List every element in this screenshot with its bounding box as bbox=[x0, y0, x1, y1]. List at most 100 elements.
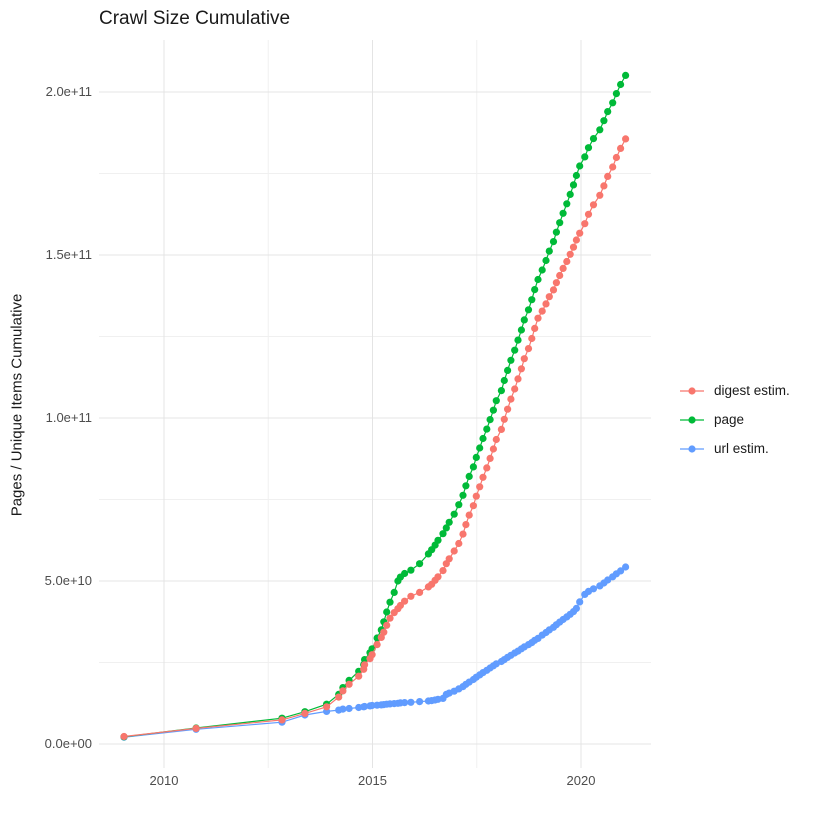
data-point bbox=[416, 560, 424, 568]
data-point bbox=[445, 518, 453, 526]
data-point bbox=[401, 699, 409, 707]
data-point bbox=[439, 530, 447, 538]
data-point bbox=[552, 228, 561, 236]
data-point bbox=[345, 680, 353, 688]
data-point bbox=[622, 563, 630, 571]
data-point bbox=[566, 190, 574, 198]
data-point bbox=[361, 661, 369, 669]
data-point bbox=[514, 336, 522, 344]
x-tick-label: 2010 bbox=[149, 773, 179, 788]
y-tick-label: 1.5e+11 bbox=[45, 247, 92, 262]
data-point bbox=[538, 266, 546, 274]
data-point bbox=[549, 238, 558, 246]
legend-key-icon bbox=[680, 386, 704, 395]
data-point bbox=[622, 135, 630, 143]
data-point bbox=[434, 536, 442, 544]
legend-key-icon bbox=[680, 444, 704, 453]
data-point bbox=[514, 375, 522, 383]
data-point bbox=[504, 405, 512, 413]
data-point bbox=[492, 397, 500, 405]
data-point bbox=[407, 592, 415, 600]
data-point bbox=[622, 71, 630, 79]
legend-item: digest estim. bbox=[679, 380, 790, 401]
data-point bbox=[416, 698, 424, 706]
data-point bbox=[386, 598, 394, 606]
data-point bbox=[368, 651, 376, 659]
y-tick-label: 2.0e+11 bbox=[45, 84, 92, 99]
data-point bbox=[345, 704, 353, 713]
data-point bbox=[390, 588, 398, 597]
data-point bbox=[401, 569, 409, 578]
data-point bbox=[569, 243, 578, 251]
data-point bbox=[556, 271, 564, 280]
data-point bbox=[576, 162, 584, 170]
data-point bbox=[520, 316, 528, 324]
x-tick-label: 2020 bbox=[566, 773, 596, 788]
data-point bbox=[517, 326, 526, 334]
data-point bbox=[479, 473, 487, 481]
data-point bbox=[301, 709, 309, 718]
x-tick-label: 2015 bbox=[358, 773, 387, 788]
data-point bbox=[617, 144, 625, 152]
data-point bbox=[617, 567, 625, 575]
data-point bbox=[335, 693, 343, 701]
data-point bbox=[549, 286, 558, 294]
data-point bbox=[380, 628, 388, 636]
data-point bbox=[469, 502, 477, 510]
data-point bbox=[442, 524, 450, 532]
data-point bbox=[386, 614, 394, 622]
data-point bbox=[589, 201, 598, 209]
data-point bbox=[617, 80, 625, 89]
data-point bbox=[504, 366, 512, 374]
data-point bbox=[416, 588, 424, 597]
data-point bbox=[455, 539, 463, 548]
data-point bbox=[542, 256, 550, 265]
data-point bbox=[600, 182, 608, 190]
data-point bbox=[572, 171, 581, 180]
data-point bbox=[492, 435, 500, 444]
data-point bbox=[552, 279, 561, 287]
legend-item: url estim. bbox=[679, 438, 790, 459]
data-point bbox=[589, 585, 598, 593]
data-point bbox=[407, 566, 415, 574]
data-point bbox=[462, 521, 470, 529]
data-point bbox=[450, 547, 458, 555]
data-point bbox=[462, 482, 470, 490]
data-point bbox=[472, 453, 480, 461]
data-point bbox=[339, 705, 347, 713]
data-point bbox=[489, 406, 497, 414]
data-point bbox=[486, 454, 494, 462]
data-point bbox=[497, 425, 505, 433]
data-point bbox=[520, 355, 528, 363]
legend: digest estim. page url estim. bbox=[679, 380, 790, 467]
data-point bbox=[500, 415, 508, 423]
data-point bbox=[604, 172, 612, 180]
data-point bbox=[572, 236, 581, 244]
data-point bbox=[476, 483, 484, 491]
data-point bbox=[556, 219, 564, 227]
data-point bbox=[609, 163, 617, 171]
data-point bbox=[524, 306, 533, 314]
data-point bbox=[559, 209, 567, 217]
data-point bbox=[528, 334, 536, 343]
data-point bbox=[472, 492, 480, 500]
legend-key-icon bbox=[680, 415, 704, 424]
data-point bbox=[383, 608, 391, 616]
data-point bbox=[600, 117, 608, 125]
legend-item-label: page bbox=[714, 412, 745, 427]
legend-item: page bbox=[679, 409, 790, 430]
data-point bbox=[500, 376, 508, 385]
data-point bbox=[566, 250, 574, 258]
data-point bbox=[612, 153, 621, 162]
data-point bbox=[542, 300, 550, 308]
data-point bbox=[584, 144, 593, 152]
data-point bbox=[483, 464, 491, 472]
data-point bbox=[479, 434, 487, 443]
y-tick-label: 5.0e+10 bbox=[44, 573, 92, 588]
chart-title: Crawl Size Cumulative bbox=[99, 8, 291, 29]
data-point bbox=[545, 247, 553, 255]
data-point bbox=[459, 491, 467, 499]
data-point bbox=[355, 672, 363, 680]
data-point bbox=[569, 181, 578, 189]
